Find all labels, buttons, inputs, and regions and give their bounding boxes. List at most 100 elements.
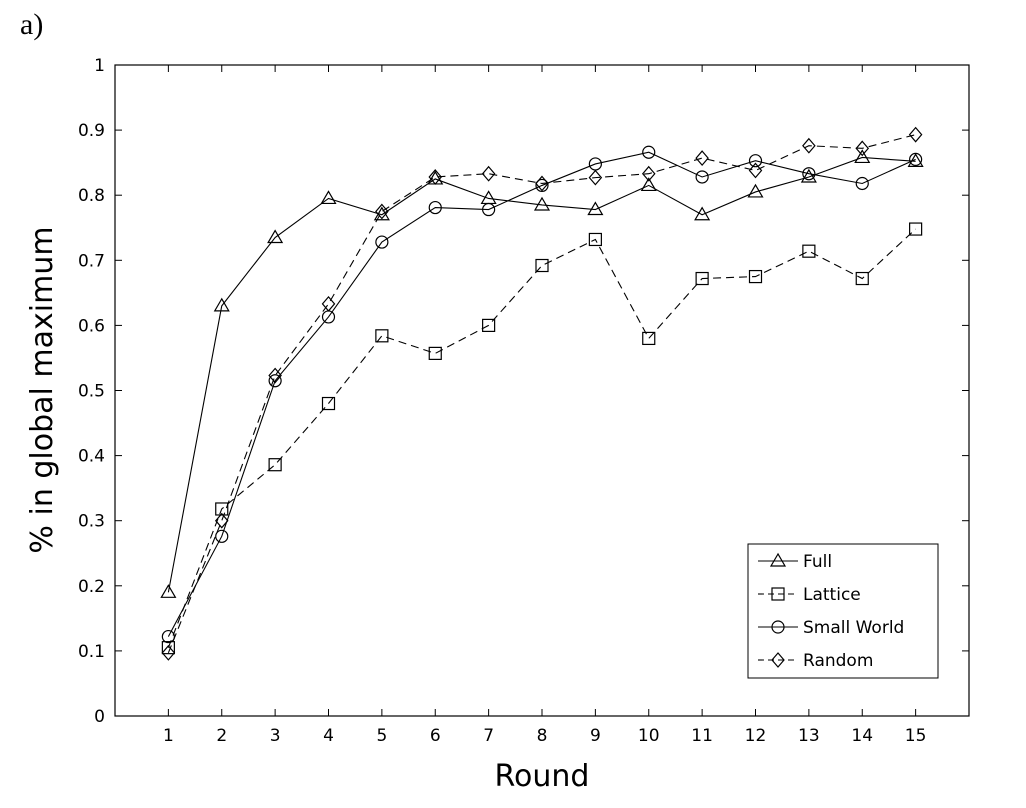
series-full <box>160 149 924 598</box>
data-point-lattice <box>909 222 923 236</box>
y-tick-label: 0 <box>94 707 105 727</box>
data-point-small-world <box>909 152 923 166</box>
data-point-lattice <box>588 232 602 247</box>
x-tick-label: 3 <box>270 726 281 746</box>
series-line-random <box>167 134 916 654</box>
series-lattice <box>161 222 923 655</box>
x-tick-label: 6 <box>430 726 441 746</box>
data-point-full <box>267 229 284 244</box>
data-point-small-world <box>802 167 816 181</box>
x-tick-label: 9 <box>590 726 601 746</box>
legend-label: Full <box>803 552 832 572</box>
data-point-lattice <box>855 271 869 286</box>
data-point-lattice <box>215 502 229 516</box>
y-axis-ticks: 0 0.1 0.2 0.3 0.4 0.5 0.6 0.7 0.8 0.9 1 <box>78 56 969 727</box>
data-point-random <box>481 165 496 182</box>
legend-item-random: Random <box>758 651 873 671</box>
data-point-random <box>695 150 709 167</box>
legend-label: Lattice <box>803 585 861 605</box>
x-axis-title: Round <box>495 759 590 794</box>
legend-marker <box>771 587 785 601</box>
data-point-full <box>907 153 924 167</box>
legend: Full Lattice Small World Random <box>747 543 939 679</box>
y-tick-label: 0.2 <box>78 577 105 597</box>
data-point-random <box>641 165 656 182</box>
data-point-lattice <box>695 271 709 286</box>
series-line-full <box>167 156 916 593</box>
data-point-full <box>160 584 177 598</box>
data-point-random <box>214 512 229 529</box>
series-layer <box>160 126 924 661</box>
series-line-small-world <box>167 151 916 637</box>
data-point-small-world <box>748 154 763 168</box>
data-point-full <box>587 201 604 216</box>
data-point-full <box>800 168 817 183</box>
data-point-full <box>694 206 711 221</box>
data-point-random <box>855 140 870 157</box>
data-point-lattice <box>161 641 175 655</box>
x-tick-label: 4 <box>323 726 334 746</box>
data-point-full <box>480 190 497 205</box>
legend-item-small-world: Small World <box>758 618 904 638</box>
y-tick-label: 0.9 <box>78 121 105 141</box>
series-random <box>161 126 923 661</box>
data-point-lattice <box>321 396 336 411</box>
y-tick-label: 0.1 <box>78 642 105 662</box>
data-point-random <box>748 162 763 179</box>
x-tick-label: 10 <box>638 726 660 746</box>
data-point-lattice <box>642 331 656 346</box>
data-point-random <box>161 644 176 661</box>
data-point-full <box>533 196 551 211</box>
y-tick-label: 0.4 <box>78 447 105 467</box>
series-small-world <box>161 145 923 644</box>
data-point-lattice <box>428 346 442 360</box>
legend-marker <box>771 652 785 668</box>
data-point-random <box>588 169 603 186</box>
x-tick-label: 5 <box>376 726 387 746</box>
data-point-random <box>535 175 549 192</box>
y-tick-label: 0.8 <box>78 186 105 206</box>
data-point-small-world <box>855 176 869 191</box>
y-tick-label: 0.6 <box>78 316 105 336</box>
x-tick-label: 15 <box>905 726 927 746</box>
data-point-small-world <box>535 178 549 193</box>
data-point-lattice <box>482 318 496 332</box>
y-axis-title: % in global maximum <box>25 226 60 553</box>
y-tick-label: 0.5 <box>78 382 105 402</box>
x-tick-label: 2 <box>216 726 227 746</box>
data-point-small-world <box>642 145 656 159</box>
data-point-full <box>213 297 230 312</box>
data-point-small-world <box>268 374 282 388</box>
data-point-random <box>428 169 443 185</box>
legend-marker <box>771 620 785 634</box>
x-tick-label: 13 <box>798 726 820 746</box>
y-tick-label: 1 <box>94 56 105 76</box>
data-point-lattice <box>375 329 389 343</box>
y-tick-label: 0.7 <box>78 251 105 271</box>
data-point-full <box>854 149 871 164</box>
data-point-random <box>802 137 816 154</box>
data-point-lattice <box>802 244 816 258</box>
data-point-full <box>320 190 337 205</box>
x-tick-label: 14 <box>851 726 873 746</box>
x-tick-label: 12 <box>745 726 767 746</box>
data-point-small-world <box>215 529 229 543</box>
legend-item-lattice: Lattice <box>758 585 861 605</box>
legend-label: Small World <box>803 618 904 638</box>
legend-label: Random <box>803 651 873 671</box>
data-point-random <box>908 126 923 143</box>
data-point-small-world <box>482 202 496 217</box>
data-point-random <box>375 203 389 220</box>
panel-label: a) <box>20 8 44 41</box>
data-point-small-world <box>428 200 442 215</box>
data-point-lattice <box>268 458 282 472</box>
x-tick-label: 7 <box>483 726 494 746</box>
data-point-full <box>747 183 764 198</box>
series-line-lattice <box>167 228 916 648</box>
data-point-lattice <box>748 269 763 284</box>
data-point-small-world <box>695 170 709 184</box>
legend-marker <box>769 552 787 567</box>
x-axis-ticks: 1 2 3 4 5 6 7 8 9 10 11 12 13 14 15 <box>163 65 926 746</box>
data-point-small-world <box>375 235 389 249</box>
